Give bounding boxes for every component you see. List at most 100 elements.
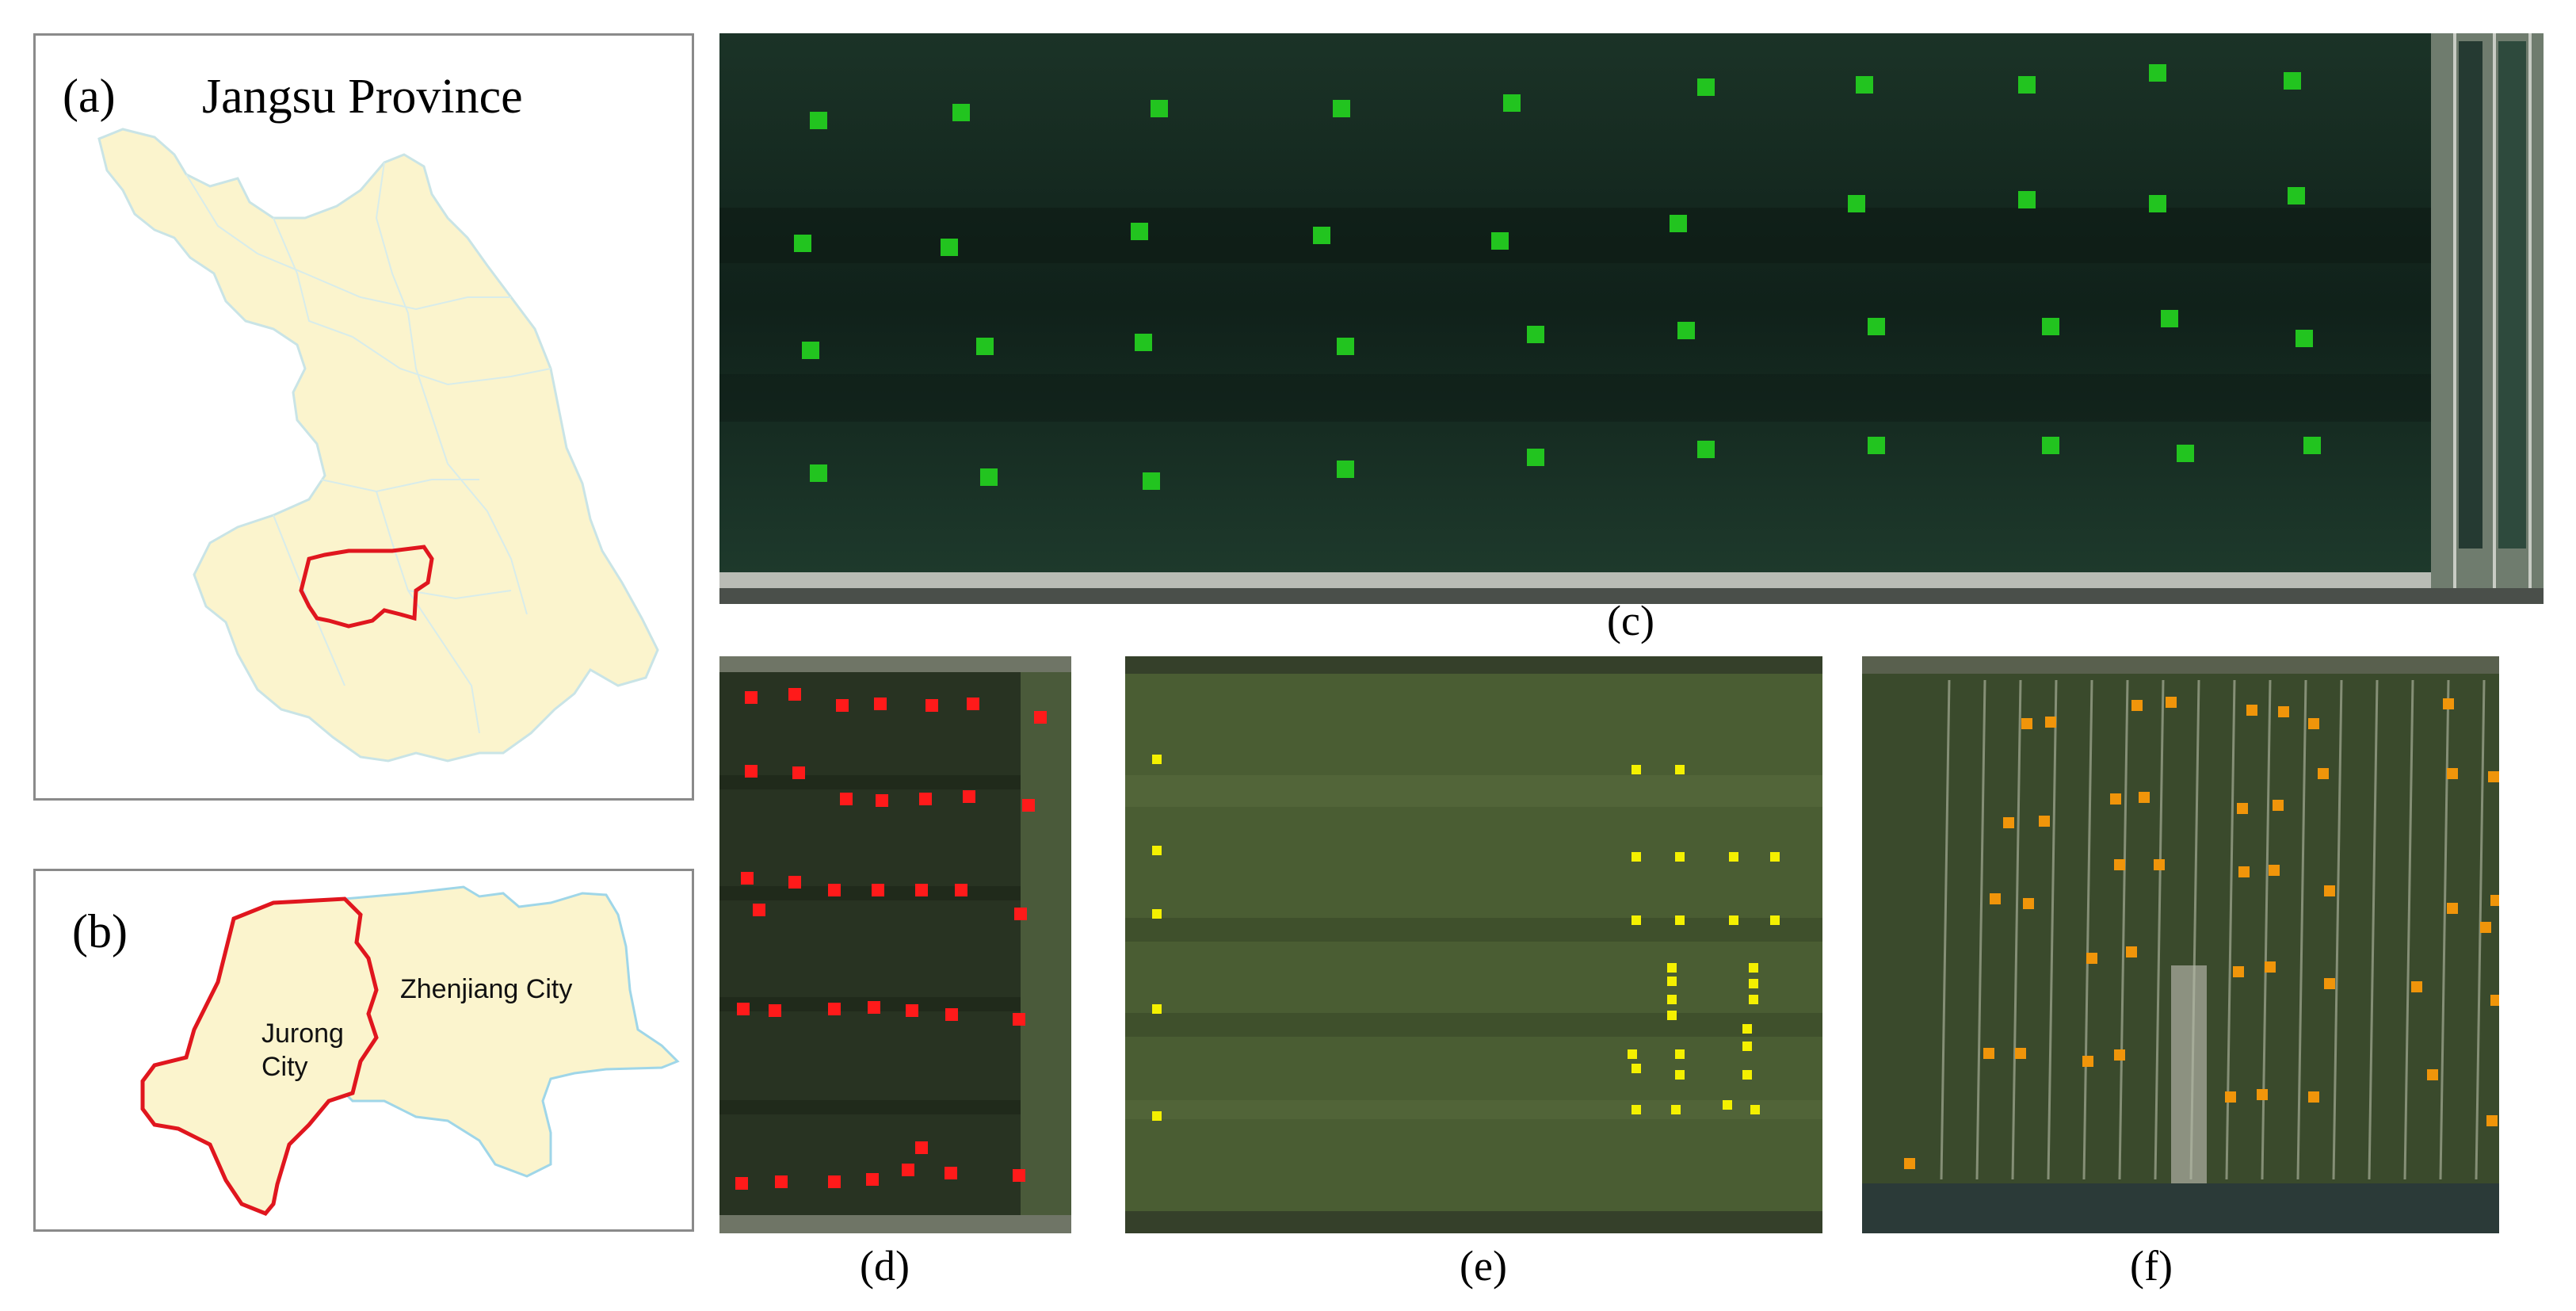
field-d [719, 656, 1071, 1233]
plot-divider [2118, 679, 2129, 1180]
yellow-sample-marker [1749, 995, 1758, 1004]
orange-sample-marker [2324, 978, 2335, 989]
panel-d-label: (d) [860, 1242, 910, 1290]
green-sample-marker [2018, 191, 2036, 208]
field-edge [719, 1215, 1071, 1233]
yellow-sample-marker [1750, 1105, 1760, 1114]
green-sample-marker [2177, 445, 2194, 462]
field-strip [1021, 672, 1071, 1215]
red-sample-marker [745, 691, 758, 704]
canal [2431, 33, 2544, 588]
red-sample-marker [769, 1004, 781, 1017]
red-sample-marker [788, 876, 801, 889]
yellow-sample-marker [1770, 852, 1780, 862]
green-sample-marker [2042, 437, 2059, 454]
yellow-sample-marker [1152, 909, 1162, 919]
red-sample-marker [906, 1004, 918, 1017]
orange-sample-marker [2126, 946, 2137, 957]
jurong-shape [140, 896, 379, 1216]
orange-sample-marker [2447, 768, 2458, 779]
panel-f-label: (f) [2130, 1242, 2173, 1290]
red-sample-marker [741, 872, 754, 885]
orange-sample-marker [2486, 1115, 2498, 1126]
green-sample-marker [1697, 441, 1715, 458]
orange-sample-marker [2308, 1091, 2319, 1103]
plot-divider [1940, 679, 1951, 1180]
orange-sample-marker [2139, 792, 2150, 803]
yellow-sample-marker [1675, 765, 1685, 774]
field-band [719, 374, 2431, 422]
orange-sample-marker [2411, 981, 2422, 992]
yellow-sample-marker [1152, 846, 1162, 855]
green-sample-marker [2149, 64, 2166, 82]
green-sample-marker [1151, 100, 1168, 117]
green-sample-marker [794, 235, 811, 252]
green-sample-marker [2042, 318, 2059, 335]
plot-divider [2154, 679, 2165, 1180]
yellow-sample-marker [1631, 915, 1641, 925]
orange-sample-marker [2490, 895, 2499, 906]
orange-sample-marker [2114, 1049, 2125, 1061]
red-sample-marker [866, 1173, 879, 1186]
yellow-sample-marker [1729, 852, 1738, 862]
red-sample-marker [868, 1001, 880, 1014]
yellow-sample-marker [1675, 1049, 1685, 1059]
red-sample-marker [840, 793, 853, 805]
green-sample-marker [1491, 232, 1509, 250]
orange-sample-marker [2246, 705, 2257, 716]
red-sample-marker [925, 699, 938, 712]
orange-sample-marker [2238, 866, 2250, 877]
green-sample-marker [1677, 322, 1695, 339]
plot-divider [1975, 679, 1986, 1180]
plot-divider [2082, 679, 2093, 1180]
green-sample-marker [1337, 338, 1354, 355]
green-sample-marker [1848, 195, 1865, 212]
red-sample-marker [737, 1003, 750, 1015]
green-sample-marker [2288, 187, 2305, 204]
green-sample-marker [1527, 449, 1544, 466]
green-sample-marker [810, 464, 827, 482]
yellow-sample-marker [1667, 977, 1677, 986]
yellow-sample-marker [1723, 1100, 1732, 1110]
province-map-panel: (a) Jangsu Province [33, 33, 694, 801]
zhenjiang-shape [319, 885, 680, 1178]
yellow-sample-marker [1729, 915, 1738, 925]
orange-sample-marker [2273, 800, 2284, 811]
province-map [97, 128, 659, 763]
red-sample-marker [872, 884, 884, 896]
jurong-outline [299, 545, 434, 629]
green-sample-marker [1503, 94, 1521, 112]
yellow-sample-marker [1631, 852, 1641, 862]
canal-water [2498, 41, 2526, 548]
district-boundaries [185, 162, 551, 734]
red-sample-marker [945, 1008, 958, 1021]
green-sample-marker [1333, 100, 1350, 117]
red-sample-marker [792, 766, 805, 779]
plot-divider [2403, 679, 2414, 1180]
green-sample-marker [976, 338, 994, 355]
orange-sample-marker [2318, 768, 2329, 779]
canal-water [2459, 41, 2483, 548]
yellow-sample-marker [1631, 765, 1641, 774]
aerial-image-f [1862, 656, 2499, 1233]
plot-lines [1940, 679, 2486, 1180]
jurong-city-label-line2: City [261, 1052, 308, 1082]
orange-sample-marker [2086, 953, 2097, 964]
plot-divider [2047, 679, 2058, 1180]
green-sample-marker [1868, 318, 1885, 335]
panel-e-label: (e) [1460, 1242, 1507, 1290]
sample-markers-d [735, 688, 1047, 1190]
red-sample-marker [945, 1167, 957, 1179]
yellow-sample-marker [1749, 963, 1758, 973]
yellow-sample-marker [1742, 1070, 1752, 1080]
yellow-sample-marker [1152, 1111, 1162, 1121]
field-band [719, 208, 2431, 263]
green-sample-marker [1670, 215, 1687, 232]
aerial-image-e [1125, 656, 1822, 1233]
orange-sample-marker [2237, 803, 2248, 814]
field-edge [1862, 1183, 2499, 1233]
road-shadow [719, 588, 2544, 604]
orange-sample-marker [2265, 961, 2276, 973]
red-sample-marker [836, 699, 849, 712]
red-sample-marker [955, 884, 967, 896]
